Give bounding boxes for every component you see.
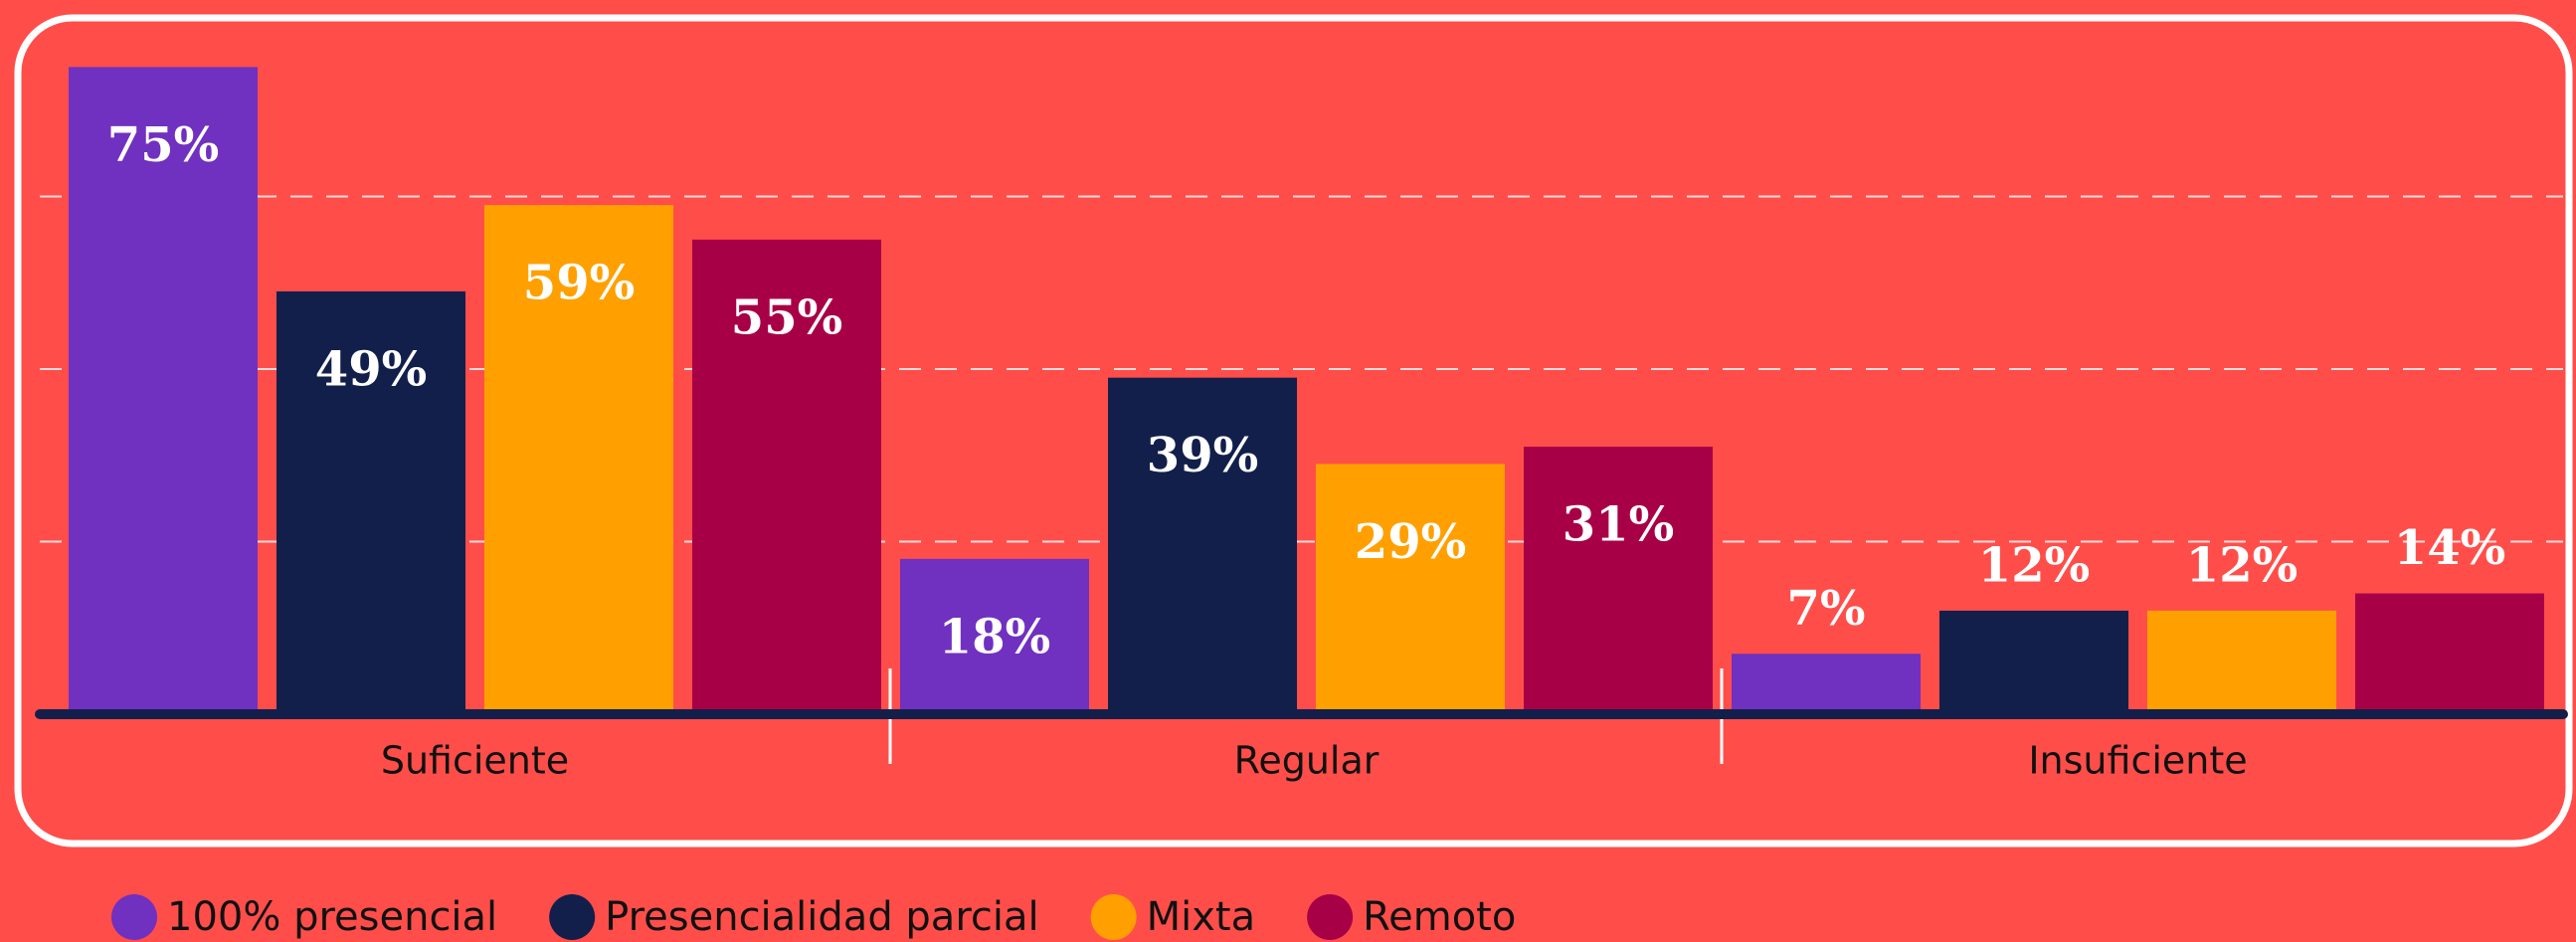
value-label: 55% xyxy=(731,289,842,345)
x-tick-label: Regular xyxy=(1234,739,1380,783)
legend-swatch xyxy=(111,894,157,940)
value-label: 12% xyxy=(2186,537,2298,593)
value-label: 12% xyxy=(1978,537,2090,593)
value-label: 31% xyxy=(1563,497,1674,553)
value-label: 7% xyxy=(1786,581,1865,637)
bar xyxy=(692,239,881,714)
bar xyxy=(2147,610,2336,714)
bar xyxy=(484,205,673,715)
bar xyxy=(1108,377,1297,714)
value-label: 18% xyxy=(939,609,1050,664)
legend-label: 100% presencial xyxy=(167,894,497,940)
value-label: 39% xyxy=(1147,428,1258,483)
value-label: 59% xyxy=(523,256,635,311)
legend-label: Presencialidad parcial xyxy=(605,894,1038,940)
legend-label: Remoto xyxy=(1363,894,1516,940)
x-tick-label: Suficiente xyxy=(381,739,569,783)
bar xyxy=(1524,447,1713,714)
bar xyxy=(900,558,1089,714)
legend-swatch xyxy=(1090,894,1137,940)
x-tick-label: Insuficiente xyxy=(2028,739,2247,783)
bar xyxy=(1732,654,1921,714)
value-label: 29% xyxy=(1355,514,1466,570)
bar xyxy=(69,67,258,714)
legend-label: Mixta xyxy=(1147,894,1256,940)
bar xyxy=(276,290,465,714)
legend-swatch xyxy=(1307,894,1354,940)
bar xyxy=(1316,464,1505,714)
bar xyxy=(2355,593,2544,714)
value-label: 75% xyxy=(107,117,219,173)
frame xyxy=(14,14,2573,848)
legend-swatch xyxy=(549,894,596,940)
bar xyxy=(1939,610,2128,714)
value-label: 49% xyxy=(315,341,427,397)
value-label: 14% xyxy=(2394,520,2505,576)
